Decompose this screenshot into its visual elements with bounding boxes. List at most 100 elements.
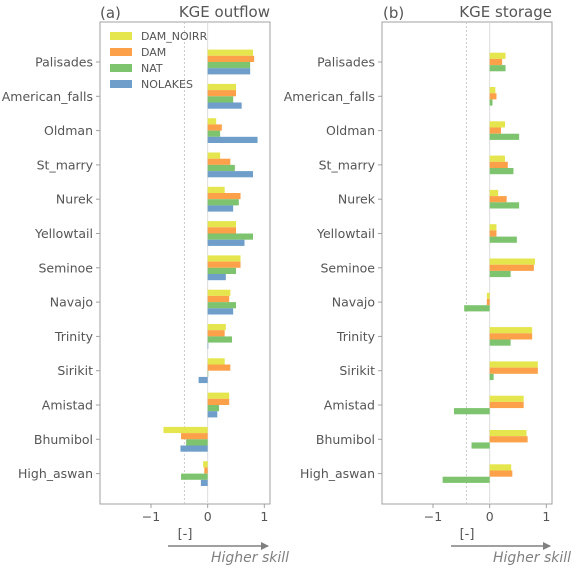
bar-nolakes-sirikit [198, 376, 208, 384]
legend-label: NAT [141, 62, 163, 75]
bar-nat-bhumibol [471, 442, 490, 449]
bar-nat-palisades [489, 65, 506, 72]
bar-dam_noirr-seminoe [489, 258, 535, 265]
x-ticks: −1 0 1 [424, 504, 550, 524]
bar-nat-amistad [453, 408, 490, 415]
panel-outflow: Palisades American_falls Oldman St_marry Nur… [2, 3, 289, 566]
category-label: Navajo [50, 295, 93, 310]
plot-frame [381, 21, 553, 505]
panel-label: (a) [100, 4, 121, 22]
bar-dam-amistad [207, 398, 230, 405]
category-label: Sirikit [57, 363, 93, 378]
bar-dam_noirr-american_falls [207, 83, 236, 91]
category-label: Sirikit [339, 363, 375, 378]
bar-dam-bhumibol [181, 433, 208, 440]
category-label: Amistad [42, 398, 93, 413]
bar-dam-trinity [207, 330, 225, 337]
bar-dam-seminoe [207, 261, 241, 268]
bar-nat-oldman [207, 130, 221, 137]
higher-skill-label: Higher skill [493, 550, 571, 566]
category-label: American_falls [2, 89, 93, 104]
x-tick-label: 1 [260, 509, 268, 524]
legend-label: DAM [141, 46, 166, 59]
bar-dam-navajo [207, 295, 230, 303]
bar-dam_noirr-sirikit [207, 358, 225, 365]
x-axis-label: [-] [460, 527, 475, 542]
bar-nat-yellowtail [207, 233, 253, 240]
bar-dam-amistad [489, 401, 524, 409]
bar-dam_noirr-bhumibol [163, 426, 208, 434]
bar-dam-oldman [207, 124, 222, 131]
bar-nat-american_falls [489, 99, 493, 106]
bar-nat-high_aswan [442, 476, 490, 483]
bar-dam_noirr-yellowtail [207, 221, 236, 228]
bar-nat-st_marry [207, 164, 235, 172]
bar-nolakes-palisades [207, 68, 251, 75]
bar-nat-amistad [207, 405, 219, 412]
panel-storage: Palisades American_falls Oldman St_marry Nur… [284, 3, 571, 566]
bar-dam_noirr-navajo [207, 289, 231, 296]
bar-nolakes-navajo [207, 308, 234, 315]
bar-nat-bhumibol [186, 439, 208, 446]
legend-swatch [110, 64, 132, 72]
bar-nat-nurek [489, 202, 520, 209]
bar-dam-american_falls [489, 93, 497, 100]
bar-dam_noirr-oldman [489, 121, 505, 128]
bar-dam-nurek [207, 193, 241, 200]
bars [163, 49, 258, 486]
category-label: American_falls [284, 89, 375, 104]
legend-swatch [110, 80, 132, 88]
category-labels: Palisades American_falls Oldman St_marry Nur… [284, 55, 382, 481]
bar-dam-palisades [207, 55, 255, 62]
legend-swatch [110, 48, 132, 56]
category-label: Trinity [54, 329, 94, 344]
bar-dam_noirr-st_marry [207, 152, 221, 159]
bar-dam-seminoe [489, 264, 534, 271]
bar-nat-seminoe [489, 270, 511, 278]
bar-nat-american_falls [207, 96, 234, 103]
bar-dam_noirr-nurek [489, 189, 499, 197]
category-label: Seminoe [320, 260, 375, 275]
x-tick-label: −1 [424, 509, 442, 524]
bar-nat-sirikit [207, 370, 209, 377]
bar-dam-sirikit [489, 367, 538, 374]
bar-nat-st_marry [489, 168, 514, 175]
bar-dam-high_aswan [204, 467, 208, 474]
legend-label: DAM_NOIRR [141, 30, 208, 43]
category-label: Seminoe [38, 260, 93, 275]
bar-nat-nurek [207, 199, 239, 206]
category-label: Nurek [338, 192, 376, 207]
x-tick-label: 0 [486, 509, 494, 524]
bar-dam_noirr-trinity [489, 327, 533, 334]
bar-nolakes-high_aswan [200, 479, 208, 486]
bar-nolakes-oldman [207, 136, 258, 143]
bar-dam-yellowtail [489, 230, 497, 237]
category-label: Palisades [35, 55, 93, 70]
category-label: High_aswan [300, 466, 375, 481]
bar-nat-seminoe [207, 267, 236, 274]
bar-dam-sirikit [207, 364, 231, 371]
bar-dam_noirr-yellowtail [489, 224, 497, 231]
bar-nat-high_aswan [181, 473, 208, 480]
bar-nat-navajo [207, 302, 236, 309]
bar-nat-sirikit [489, 373, 494, 380]
category-label: St_marry [319, 157, 376, 172]
bar-dam_noirr-amistad [207, 392, 230, 399]
category-label: Yellowtail [34, 226, 93, 241]
bar-dam_noirr-seminoe [207, 255, 241, 262]
category-label: Oldman [326, 123, 375, 138]
bar-nolakes-nurek [207, 205, 234, 212]
bar-nat-yellowtail [489, 236, 517, 243]
bar-nat-navajo [464, 305, 490, 312]
chart-title: KGE storage [459, 3, 552, 21]
legend-label: NOLAKES [141, 78, 193, 91]
bar-dam_noirr-amistad [489, 395, 524, 402]
bar-dam_noirr-navajo [486, 292, 490, 299]
bar-dam-oldman [489, 127, 501, 134]
bar-dam-bhumibol [489, 436, 528, 443]
category-label: Trinity [336, 329, 376, 344]
x-axis-label: [-] [178, 527, 193, 542]
x-tick-label: 1 [542, 509, 550, 524]
bars [442, 52, 538, 483]
